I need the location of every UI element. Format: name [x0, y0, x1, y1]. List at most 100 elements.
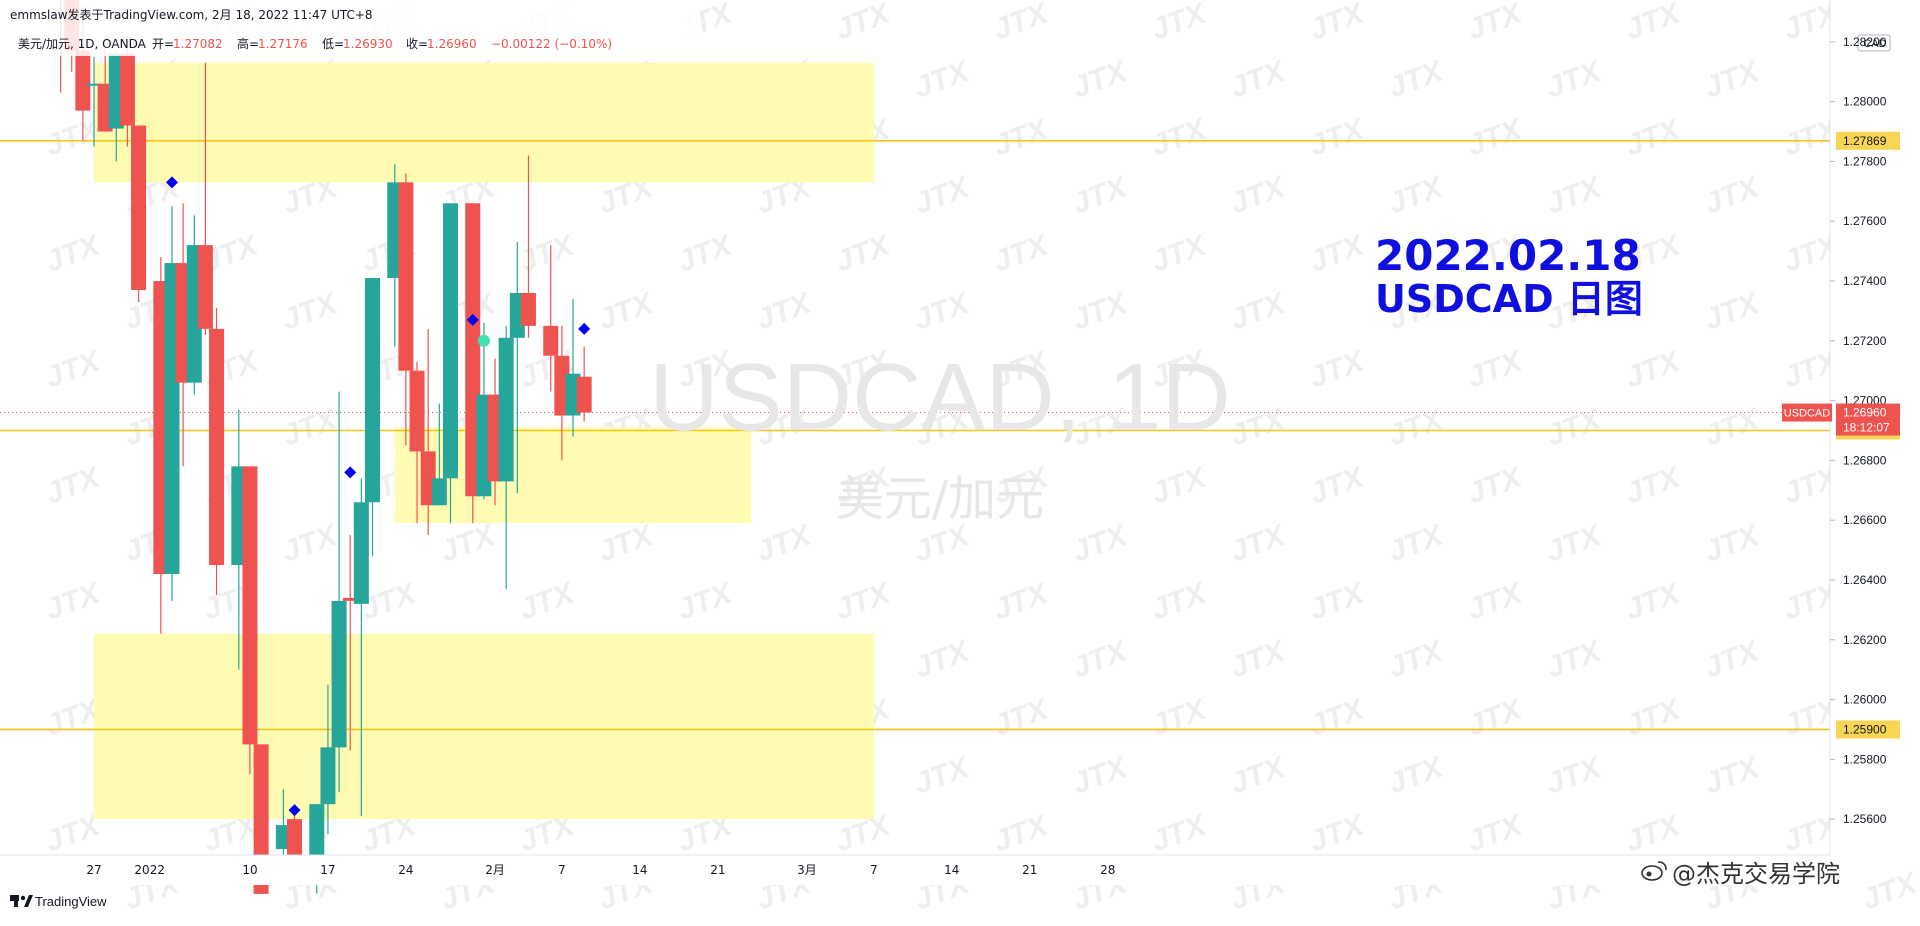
markers-layer [165, 176, 591, 817]
y-tick-label: 1.27400 [1843, 274, 1887, 288]
watermark-tile: JTX [1147, 808, 1212, 859]
watermark-tile: JTX [436, 518, 501, 569]
currency-label: CAD [1863, 38, 1886, 50]
x-tick-label: 2月 [485, 863, 505, 877]
y-tick-label: 1.26000 [1843, 693, 1887, 707]
candle-body-up[interactable] [320, 747, 336, 805]
candle-body-up[interactable] [365, 278, 380, 503]
header-background [0, 0, 700, 56]
close-value: 1.26960 [427, 37, 477, 51]
tradingview-brand[interactable]: TradingView [10, 894, 107, 909]
y-tick-label: 1.26400 [1843, 573, 1887, 587]
candle-body-up[interactable] [442, 203, 458, 479]
last-price-label: 1.26960 [1843, 406, 1887, 420]
watermark-tile: JTX [989, 112, 1054, 163]
x-tick-label: 3月 [797, 863, 817, 877]
candle-body-down[interactable] [197, 245, 213, 329]
watermark-tile: JTX [1463, 576, 1528, 627]
candles-layer[interactable] [53, 0, 592, 894]
candle-body-down[interactable] [398, 182, 414, 371]
watermark-tile: JTX [1542, 402, 1607, 453]
watermark-tile: JTX [1305, 460, 1370, 511]
watermark-tile: JTX [1621, 576, 1686, 627]
watermark-tile: JTX [1147, 460, 1212, 511]
y-tick-label: 1.28200 [1843, 35, 1887, 49]
watermark-symbol: USDCAD, 1D [649, 344, 1230, 451]
watermark-tile: JTX [1226, 402, 1291, 453]
x-tick-label: 7 [558, 863, 566, 877]
watermark-tile: JTX [1463, 460, 1528, 511]
watermark-tile: JTX [1226, 170, 1291, 221]
support-resistance-zone [94, 62, 874, 183]
candle-body-up[interactable] [431, 478, 447, 506]
candle-body-down[interactable] [409, 370, 425, 452]
credit-label: @杰克交易学院 [1672, 860, 1840, 888]
watermark-tile: JTX [1542, 518, 1607, 569]
tradingview-label: TradingView [35, 894, 107, 909]
candle-body-down[interactable] [342, 597, 358, 601]
watermark-tile: JTX [1700, 170, 1765, 221]
watermark-tile: JTX [1858, 866, 1920, 917]
candle-body-up[interactable] [498, 337, 514, 482]
watermark-tile: JTX [594, 518, 659, 569]
weibo-icon [1641, 861, 1667, 881]
symbol-tag-label: USDCAD [1784, 408, 1831, 420]
candle-body-up[interactable] [353, 502, 369, 604]
watermark-tile: JTX [1542, 750, 1607, 801]
candle-body-down[interactable] [131, 125, 147, 290]
watermark-tile: JTX [673, 576, 738, 627]
y-tick-label: 1.28000 [1843, 95, 1887, 109]
candle-body-up[interactable] [86, 83, 102, 86]
watermark-tile: JTX [910, 750, 975, 801]
watermark-tile: JTX [1147, 692, 1212, 743]
candle-body-down[interactable] [543, 325, 559, 356]
y-tick-label: 1.26800 [1843, 453, 1887, 467]
watermark-tile: JTX [989, 576, 1054, 627]
low-label: 低= [322, 37, 344, 51]
x-tick-label: 10 [242, 863, 257, 877]
ohlc-legend: 美元/加元, 1D, OANDA 开= 1.27082 高= 1.27176 低… [18, 36, 612, 51]
candle-body-up[interactable] [331, 600, 347, 748]
change-value: −0.00122 (−0.10%) [491, 37, 612, 51]
x-tick-label: 2022 [134, 863, 165, 877]
candle-body-down[interactable] [119, 53, 135, 126]
watermark-tile: JTX [1384, 750, 1449, 801]
y-tick-label: 1.25800 [1843, 752, 1887, 766]
diamond-marker [466, 313, 479, 326]
watermark-tile: JTX [1305, 344, 1370, 395]
watermark-tile: JTX [1700, 286, 1765, 337]
candle-body-down[interactable] [242, 466, 258, 745]
candle-body-down[interactable] [209, 328, 225, 566]
last-price-tag [1836, 403, 1900, 436]
watermark-tile: JTX [1068, 286, 1133, 337]
time-axis[interactable]: 27 2022 10 17 24 2月 7 14 21 3月 7 14 21 28 [86, 863, 1115, 877]
watermark-tile: JTX [199, 344, 264, 395]
watermark-tile: JTX [1542, 170, 1607, 221]
publish-info: emmslaw发表于TradingView.com, 2月 18, 2022 1… [10, 7, 373, 22]
candle-body-down[interactable] [75, 50, 91, 111]
watermark-tile: JTX [1068, 518, 1133, 569]
watermark-tile: JTX [1621, 0, 1686, 47]
watermark-tile: JTX [989, 0, 1054, 47]
candle-body-down[interactable] [520, 292, 536, 326]
watermark-tile: JTX [1068, 170, 1133, 221]
watermark-tile: JTX [1700, 518, 1765, 569]
dot-marker [477, 334, 490, 347]
watermark-tile: JTX [1384, 402, 1449, 453]
watermark-tile: JTX [1700, 402, 1765, 453]
high-value: 1.27176 [258, 37, 308, 51]
watermark-name: 美元/加元 [836, 471, 1044, 527]
y-tick-label: 1.26600 [1843, 513, 1887, 527]
watermark-tile: JTX [831, 0, 896, 47]
level-price-tag [1836, 720, 1900, 739]
tradingview-logo-icon [10, 895, 33, 907]
watermark-tile: JTX [910, 170, 975, 221]
candle-body-down[interactable] [576, 376, 592, 413]
x-tick-label: 28 [1100, 863, 1115, 877]
watermark-tile: JTX [1463, 0, 1528, 47]
watermark-tile: JTX [989, 228, 1054, 279]
symbol-tag [1782, 403, 1832, 422]
